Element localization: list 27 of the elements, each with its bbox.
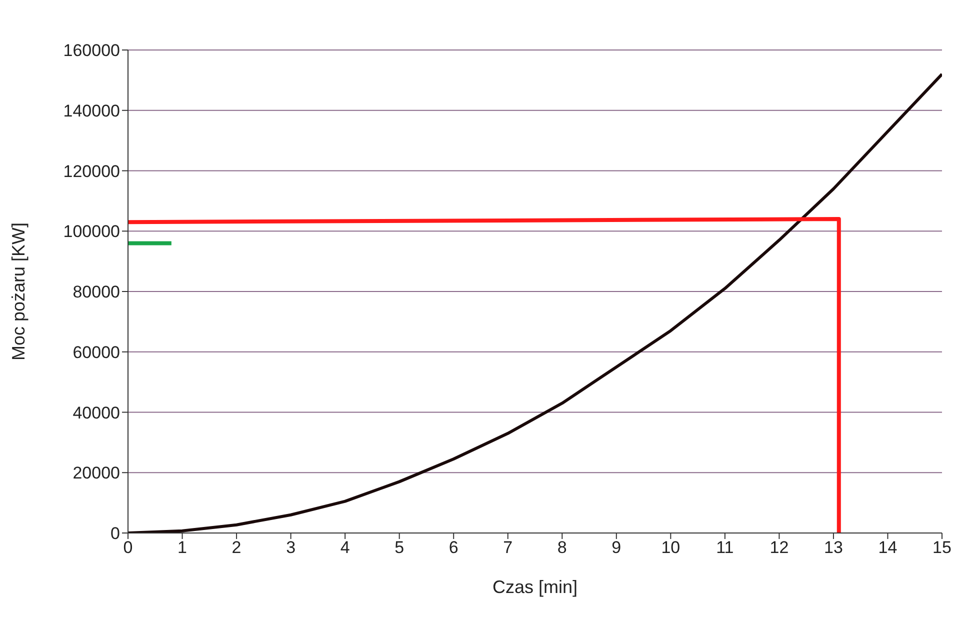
x-tick-label: 10 — [661, 538, 680, 558]
x-tick-label: 7 — [503, 538, 513, 558]
x-tick-label: 13 — [824, 538, 843, 558]
x-tick-label: 6 — [448, 538, 458, 558]
x-tick-label: 3 — [286, 538, 296, 558]
x-tick-label: 2 — [232, 538, 242, 558]
y-tick-label: 60000 — [72, 342, 120, 362]
y-tick-label: 80000 — [72, 282, 120, 302]
y-tick-label: 40000 — [72, 403, 120, 422]
x-tick-label: 8 — [557, 538, 567, 558]
y-tick-label: 120000 — [63, 162, 120, 181]
y-tick-label: 100000 — [63, 222, 120, 242]
x-tick-label: 1 — [178, 538, 187, 558]
y-tick-label: 20000 — [72, 464, 120, 483]
x-tick-label: 12 — [770, 538, 789, 558]
y-axis-title: Moc pożaru [KW] — [8, 222, 28, 361]
x-tick-label: 4 — [340, 538, 350, 558]
x-tick-label: 9 — [612, 538, 622, 558]
x-axis-title: Czas [min] — [492, 577, 578, 597]
x-tick-label: 0 — [123, 538, 133, 558]
y-tick-label: 0 — [110, 524, 120, 544]
y-tick-label: 160000 — [63, 41, 120, 60]
x-tick-label: 5 — [394, 538, 404, 558]
y-tick-label: 140000 — [63, 101, 120, 120]
x-tick-label: 15 — [932, 538, 952, 558]
x-tick-label: 14 — [878, 538, 898, 558]
x-tick-label: 11 — [716, 538, 734, 558]
